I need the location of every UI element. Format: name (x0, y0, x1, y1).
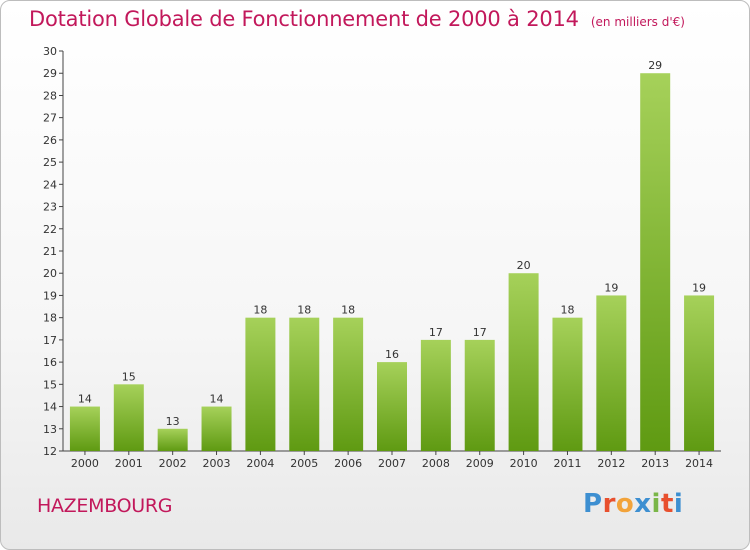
x-tick-label: 2013 (641, 457, 669, 470)
commune-name: HAZEMBOURG (37, 495, 173, 517)
logo-letter: i (651, 489, 661, 519)
y-tick-label: 27 (43, 112, 57, 125)
bar-2012 (596, 295, 627, 451)
y-tick-label: 26 (43, 134, 57, 147)
bar-2014 (684, 295, 715, 451)
logo-letter: r (602, 489, 616, 519)
bar-2002 (157, 428, 188, 451)
value-label-2007: 16 (385, 348, 399, 361)
y-tick-label: 23 (43, 201, 57, 214)
y-tick-label: 25 (43, 156, 57, 169)
x-axis: 2000 2001 2002 2003 2004 2005 2006 2007 2008 2009… (63, 450, 721, 470)
value-label-2001: 15 (122, 370, 136, 383)
y-tick-label: 22 (43, 223, 57, 236)
chart-title: Dotation Globale de Fonctionnement de 20… (29, 7, 579, 31)
value-label-2004: 18 (253, 304, 267, 317)
y-tick-label: 24 (43, 178, 57, 191)
y-tick-label: 15 (43, 378, 57, 391)
x-tick-label: 2003 (203, 457, 231, 470)
x-tick-label: 2014 (685, 457, 713, 470)
x-tick-label: 2008 (422, 457, 450, 470)
x-tick-label: 2006 (334, 457, 362, 470)
y-tick-label: 30 (43, 45, 57, 58)
bars (69, 73, 715, 451)
x-tick-label: 2000 (71, 457, 99, 470)
x-tick-label: 2001 (115, 457, 143, 470)
y-tick-label: 17 (43, 334, 57, 347)
x-tick-label: 2005 (290, 457, 318, 470)
logo-letter: o (615, 489, 635, 519)
x-tick-label: 2007 (378, 457, 406, 470)
logo-letter: x (634, 489, 652, 519)
bar-2008 (420, 339, 451, 451)
value-label-2014: 19 (692, 281, 706, 294)
bar-2007 (377, 362, 407, 451)
bar-2006 (333, 317, 364, 451)
bar-2003 (201, 406, 232, 451)
bar-2000 (69, 406, 100, 451)
y-tick-label: 12 (43, 445, 57, 458)
chart-header: Dotation Globale de Fonctionnement de 20… (29, 7, 685, 31)
bar-2001 (113, 384, 144, 451)
bar-2011 (552, 317, 583, 451)
bar-2004 (245, 317, 276, 451)
x-tick-label: 2009 (466, 457, 494, 470)
x-tick-label: 2011 (553, 457, 581, 470)
y-tick-label: 18 (43, 312, 57, 325)
bar-2013 (640, 73, 671, 451)
y-tick-label: 16 (43, 356, 57, 369)
y-tick-label: 13 (43, 423, 57, 436)
y-tick-label: 14 (43, 401, 57, 414)
chart-unit-label: (en milliers d'€) (590, 15, 685, 29)
bar-2010 (508, 273, 539, 451)
y-tick-label: 28 (43, 89, 57, 102)
proxiti-logo: Proxiti (583, 489, 683, 519)
value-labels: 14 15 13 14 18 18 18 16 17 17 20 18 19 29 19 (78, 59, 706, 428)
value-label-2005: 18 (297, 304, 311, 317)
logo-letter: i (673, 489, 684, 519)
value-label-2011: 18 (560, 304, 574, 317)
value-label-2012: 19 (604, 281, 618, 294)
y-tick-label: 29 (43, 67, 57, 80)
bar-2005 (289, 317, 320, 451)
x-tick-label: 2010 (510, 457, 538, 470)
y-tick-label: 21 (43, 245, 57, 258)
x-tick-label: 2004 (246, 457, 274, 470)
x-tick-label: 2012 (597, 457, 625, 470)
logo-letter: t (660, 489, 674, 519)
x-tick-label: 2002 (159, 457, 187, 470)
value-label-2013: 29 (648, 59, 662, 72)
y-tick-label: 19 (43, 289, 57, 302)
value-label-2003: 14 (210, 393, 224, 406)
value-label-2010: 20 (517, 259, 531, 272)
value-label-2002: 13 (166, 415, 180, 428)
value-label-2008: 17 (429, 326, 443, 339)
value-label-2009: 17 (473, 326, 487, 339)
logo-letter: P (583, 489, 603, 519)
y-tick-label: 20 (43, 267, 57, 280)
bar-2009 (464, 339, 495, 451)
y-axis: 12 13 14 15 16 17 18 19 20 21 22 23 24 25 26 27 28 29 30 (43, 45, 64, 458)
value-label-2000: 14 (78, 393, 92, 406)
value-label-2006: 18 (341, 304, 355, 317)
